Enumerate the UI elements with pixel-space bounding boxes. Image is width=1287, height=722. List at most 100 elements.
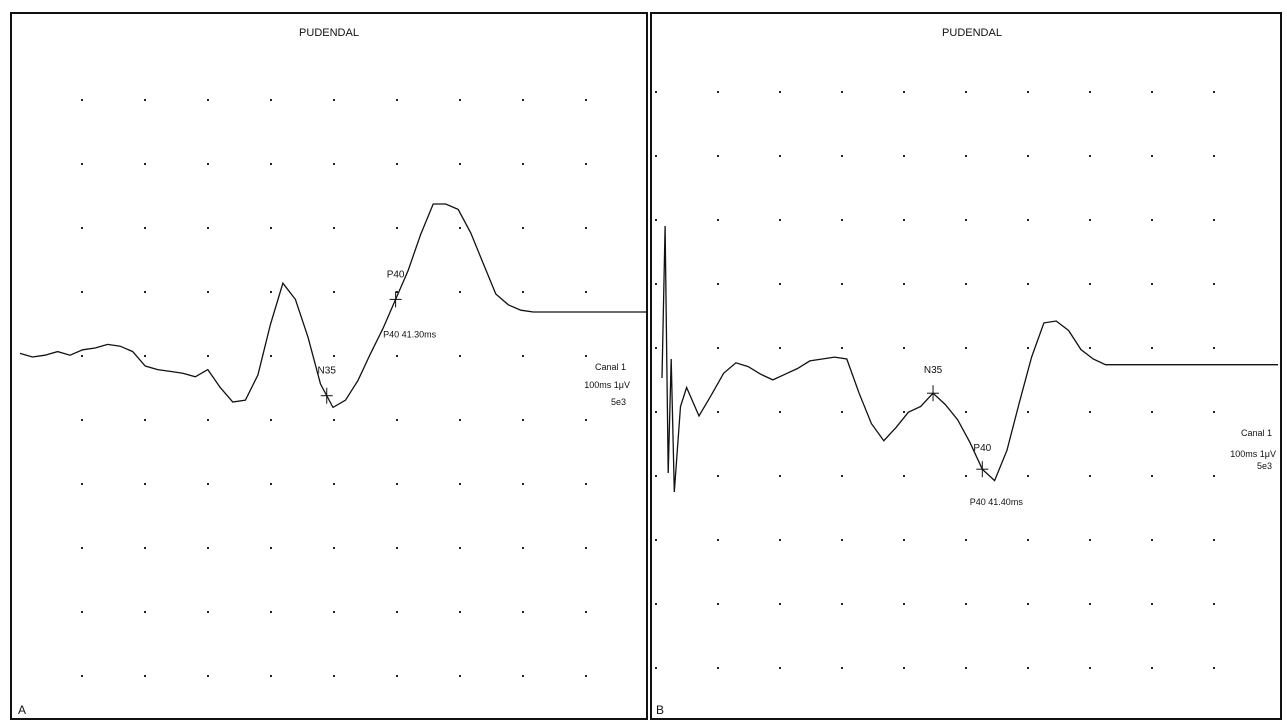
grid-dot: [841, 475, 843, 477]
grid-dot: [841, 347, 843, 349]
grid-dot: [81, 227, 83, 229]
grid-dot: [841, 155, 843, 157]
grid-dot: [459, 99, 461, 101]
grid-dot: [522, 355, 524, 357]
grid-dot: [1213, 539, 1215, 541]
grid-dot: [396, 547, 398, 549]
grid-dot: [1151, 539, 1153, 541]
grid-dot: [396, 291, 398, 293]
grid-dot: [1027, 539, 1029, 541]
grid-dot: [779, 603, 781, 605]
grid-dot: [1151, 283, 1153, 285]
grid-dot: [396, 227, 398, 229]
grid-dot: [144, 483, 146, 485]
grid-dot: [655, 91, 657, 93]
grid-dot: [459, 483, 461, 485]
grid-dot: [1151, 219, 1153, 221]
grid-b: [655, 91, 1215, 669]
grid-dot: [81, 355, 83, 357]
grid-dot: [1089, 219, 1091, 221]
grid-dot: [207, 483, 209, 485]
grid-dot: [717, 347, 719, 349]
grid-dot: [779, 347, 781, 349]
grid-dot: [655, 667, 657, 669]
grid-dot: [779, 283, 781, 285]
grid-dot: [655, 155, 657, 157]
grid-dot: [655, 219, 657, 221]
grid-dot: [333, 99, 335, 101]
grid-dot: [1213, 475, 1215, 477]
grid-dot: [1151, 475, 1153, 477]
grid-dot: [965, 283, 967, 285]
channel-extra-a: 5e3: [611, 397, 626, 407]
grid-dot: [396, 419, 398, 421]
grid-dot: [459, 611, 461, 613]
grid-dot: [144, 163, 146, 165]
channel-extra-b: 5e3: [1257, 461, 1272, 471]
grid-dot: [903, 539, 905, 541]
grid-dot: [207, 547, 209, 549]
grid-dot: [144, 291, 146, 293]
grid-dot: [1089, 155, 1091, 157]
grid-dot: [903, 219, 905, 221]
grid-dot: [1151, 91, 1153, 93]
grid-dot: [903, 283, 905, 285]
grid-dot: [717, 603, 719, 605]
grid-dot: [81, 99, 83, 101]
waveform-trace-a: [19, 203, 646, 409]
grid-dot: [522, 99, 524, 101]
grid-dot: [207, 675, 209, 677]
grid-dot: [965, 475, 967, 477]
grid-dot: [655, 475, 657, 477]
grid-dot: [270, 483, 272, 485]
grid-dot: [779, 539, 781, 541]
grid-dot: [841, 219, 843, 221]
grid-dot: [1213, 411, 1215, 413]
waveform-panel-a: PUDENDAL N35 P40 P40 41.30ms Canal 1 100ms…: [10, 12, 648, 720]
grid-dot: [396, 483, 398, 485]
grid-dot: [1089, 411, 1091, 413]
grid-dot: [522, 419, 524, 421]
grid-dot: [965, 603, 967, 605]
grid-dot: [585, 611, 587, 613]
grid-dot: [144, 611, 146, 613]
grid-dot: [1213, 283, 1215, 285]
grid-dot: [1213, 667, 1215, 669]
grid-dot: [1213, 219, 1215, 221]
grid-dot: [459, 675, 461, 677]
grid-dot: [903, 411, 905, 413]
grid-dot: [903, 603, 905, 605]
marker-readout: P40 41.40ms: [970, 497, 1024, 507]
grid-dot: [655, 411, 657, 413]
marker-label-p40: P40: [973, 443, 991, 454]
marker-readout: P40 41.30ms: [383, 329, 437, 339]
grid-dot: [270, 227, 272, 229]
grid-a: [81, 99, 587, 677]
grid-dot: [207, 419, 209, 421]
grid-dot: [1213, 603, 1215, 605]
grid-dot: [965, 539, 967, 541]
grid-dot: [144, 419, 146, 421]
grid-dot: [207, 227, 209, 229]
grid-dot: [585, 419, 587, 421]
grid-dot: [459, 291, 461, 293]
grid-dot: [841, 603, 843, 605]
grid-dot: [144, 99, 146, 101]
grid-dot: [333, 483, 335, 485]
grid-dot: [333, 547, 335, 549]
grid-dot: [270, 355, 272, 357]
grid-dot: [81, 611, 83, 613]
grid-dot: [333, 291, 335, 293]
markers-b: N35 P40 P40 41.40ms: [924, 365, 1023, 507]
grid-dot: [585, 483, 587, 485]
waveform-plot-a: PUDENDAL N35 P40 P40 41.30ms Canal 1 100ms…: [18, 27, 646, 717]
grid-dot: [965, 667, 967, 669]
grid-dot: [779, 411, 781, 413]
grid-dot: [333, 227, 335, 229]
grid-dot: [779, 667, 781, 669]
grid-dot: [1089, 603, 1091, 605]
grid-dot: [270, 163, 272, 165]
grid-dot: [207, 611, 209, 613]
grid-dot: [522, 611, 524, 613]
grid-dot: [655, 603, 657, 605]
